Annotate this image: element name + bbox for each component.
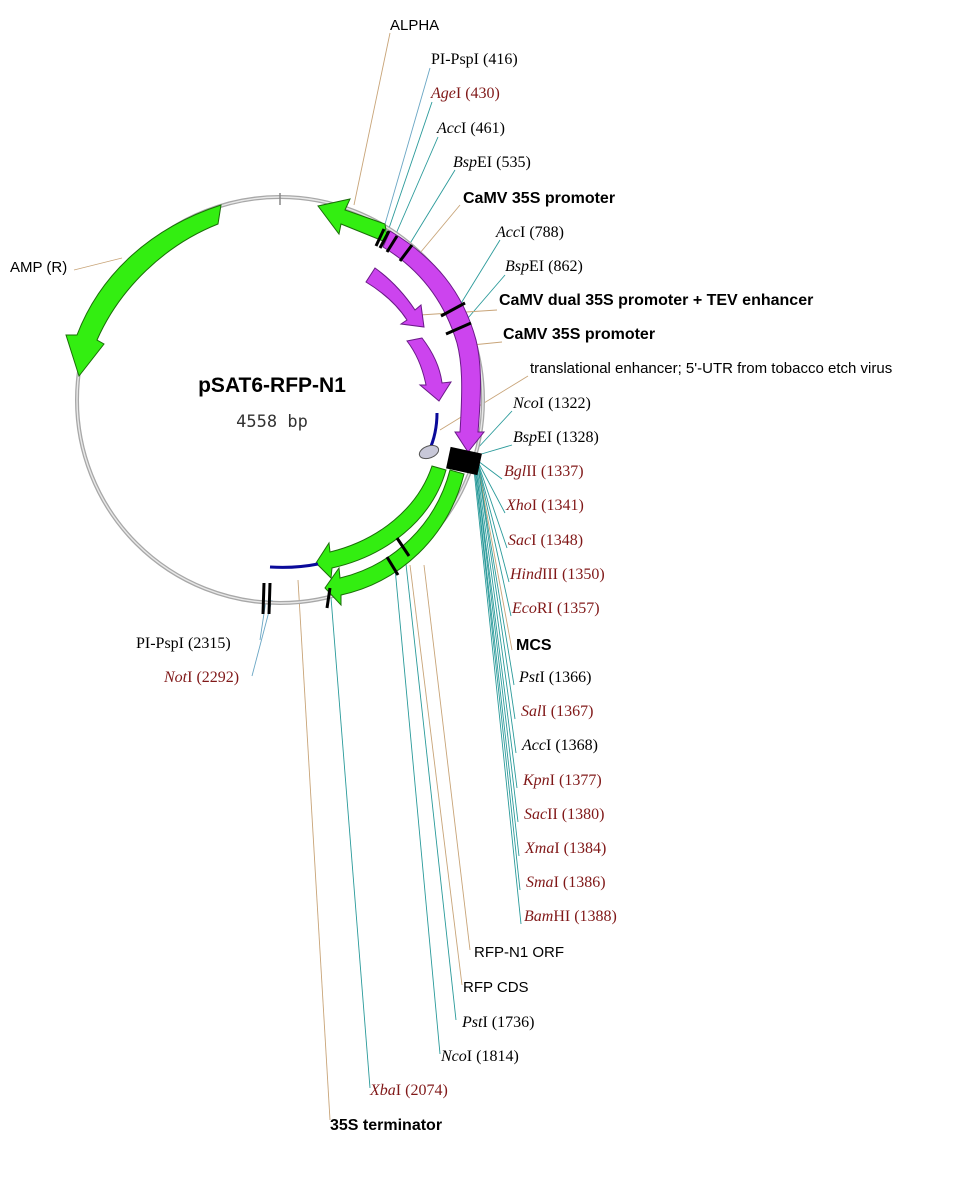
site-label-ncoi-1814: NcoI (1814) (440, 1048, 519, 1065)
leader-acci-1368 (476, 467, 517, 754)
feature-label-35s-terminator: 35S terminator (330, 1117, 442, 1134)
feature-label-amp-r: AMP (R) (10, 259, 67, 276)
leader-sali-1367 (477, 466, 516, 720)
camv-dual-arrow (382, 230, 486, 453)
leader-lines (73, 32, 529, 1121)
leader-saci-1348 (477, 462, 508, 549)
site-label-xbai-2074: XbaI (2074) (369, 1082, 448, 1099)
site-label-sacii-1380: SacII (1380) (524, 806, 604, 823)
tick-acci-788 (440, 301, 466, 318)
feature-label-camv-35s-promoter-2: CaMV 35S promoter (503, 326, 655, 343)
leader-bamhi-1388 (473, 469, 522, 925)
mcs-box (446, 446, 482, 476)
feature-label-camv-dual: CaMV dual 35S promoter + TEV enhancer (499, 292, 813, 309)
leader-hindiii-1350 (477, 463, 510, 583)
translational-enhancer-block (418, 444, 440, 460)
leader-psti-1736 (404, 554, 457, 1021)
leader-alpha (353, 32, 391, 206)
site-label-sali-1367: SalI (1367) (521, 703, 593, 720)
site-label-bspei-1328: BspEI (1328) (513, 429, 599, 446)
plasmid-name: pSAT6-RFP-N1 (198, 374, 346, 397)
leader-bglii-1337 (477, 460, 503, 480)
leader-bspei-862 (467, 274, 506, 319)
leader-35s-terminator (297, 579, 331, 1121)
leader-xbai-2074 (329, 584, 371, 1089)
site-label-pi-pspi-416: PI-PspI (416) (431, 51, 518, 68)
tick-acci-461 (385, 235, 399, 253)
camv-35s-arrow-1 (365, 267, 425, 328)
site-label-psti-1736: PstI (1736) (461, 1014, 534, 1031)
tick-pi-pspi-2315 (261, 582, 266, 615)
leader-kpni-1377 (475, 467, 518, 789)
site-label-hindiii-1350: HindIII (1350) (509, 566, 605, 583)
leader-amp-r (73, 257, 123, 271)
tick-noti-2292 (267, 582, 272, 615)
site-label-smai-1386: SmaI (1386) (526, 874, 606, 891)
leader-bspei-1328 (477, 444, 513, 456)
leader-ecori-1357 (477, 464, 512, 617)
tick-psti-1736 (395, 537, 411, 557)
site-label-bamhi-1388: BamHI (1388) (524, 908, 617, 925)
camv-35s-arrow-2 (406, 337, 452, 402)
leader-xhoi-1341 (477, 461, 506, 514)
site-label-psti-1366: PstI (1366) (518, 669, 591, 686)
feature-shapes (65, 198, 486, 607)
site-label-xmai-1384: XmaI (1384) (524, 840, 606, 857)
feature-label-translational-enhancer: translational enhancer; 5'-UTR from toba… (530, 360, 892, 377)
leader-acci-461 (391, 136, 439, 244)
leader-agei-430 (384, 101, 433, 241)
tick-bspei-862 (445, 321, 472, 336)
tick-ncoi-1814 (385, 556, 400, 576)
leader-rfp-n1-orf (423, 564, 471, 951)
leader-smai-1386 (474, 469, 521, 891)
leader-pi-pspi-2315 (259, 599, 267, 641)
feature-label-mcs: MCS (516, 637, 552, 654)
tick-agei-430 (378, 230, 391, 249)
rfp-cds-arrow (324, 469, 465, 607)
leader-xmai-1384 (474, 468, 520, 857)
tick-xbai-2074 (325, 587, 332, 609)
site-label-pi-pspi-2315: PI-PspI (2315) (136, 635, 231, 652)
leader-mcs (477, 465, 513, 651)
feature-label-rfp-n1-orf: RFP-N1 ORF (474, 944, 564, 961)
leader-ncoi-1814 (394, 567, 441, 1055)
site-label-xhoi-1341: XhoI (1341) (505, 497, 584, 514)
leader-pi-pspi-416 (380, 67, 431, 239)
alpha-arrow (317, 198, 389, 244)
site-label-bspei-535: BspEI (535) (453, 154, 531, 171)
leader-psti-1366 (477, 466, 515, 686)
site-label-acci-1368: AccI (1368) (521, 737, 598, 754)
leader-acci-788 (459, 239, 501, 306)
site-label-agei-430: AgeI (430) (430, 85, 500, 102)
site-label-ncoi-1322: NcoI (1322) (512, 395, 591, 412)
plasmid-size: 4558 bp (236, 412, 308, 432)
amp-r-arrow (65, 204, 222, 378)
site-label-bspei-862: BspEI (862) (505, 258, 583, 275)
rfp-n1-orf-arrow (315, 465, 447, 580)
feature-label-alpha: ALPHA (390, 17, 439, 34)
site-labels: PI-PspI (416) AgeI (430) AccI (461) BspE… (136, 51, 617, 1099)
site-label-acci-461: AccI (461) (436, 120, 505, 137)
leader-bspei-535 (405, 169, 456, 251)
feature-label-camv-35s-promoter-1: CaMV 35S promoter (463, 190, 615, 207)
tick-bspei-535 (398, 244, 414, 262)
leader-camv-35s-1 (419, 204, 461, 254)
site-ticks (261, 228, 472, 615)
leader-sacii-1380 (475, 468, 519, 823)
site-label-kpni-1377: KpnI (1377) (522, 772, 602, 789)
tick-pi-pspi-416 (374, 228, 386, 247)
feature-label-rfp-cds: RFP CDS (463, 979, 529, 996)
feature-labels: ALPHA AMP (R) CaMV 35S promoter CaMV dua… (10, 17, 892, 1134)
site-label-noti-2292: NotI (2292) (163, 669, 239, 686)
site-label-ecori-1357: EcoRI (1357) (511, 600, 600, 617)
site-label-bglii-1337: BglII (1337) (504, 463, 584, 480)
site-label-saci-1348: SacI (1348) (508, 532, 583, 549)
site-label-acci-788: AccI (788) (495, 224, 564, 241)
leader-rfp-cds (409, 564, 463, 986)
terminator-blue-segment (269, 562, 319, 569)
leader-ncoi-1322 (475, 410, 513, 451)
